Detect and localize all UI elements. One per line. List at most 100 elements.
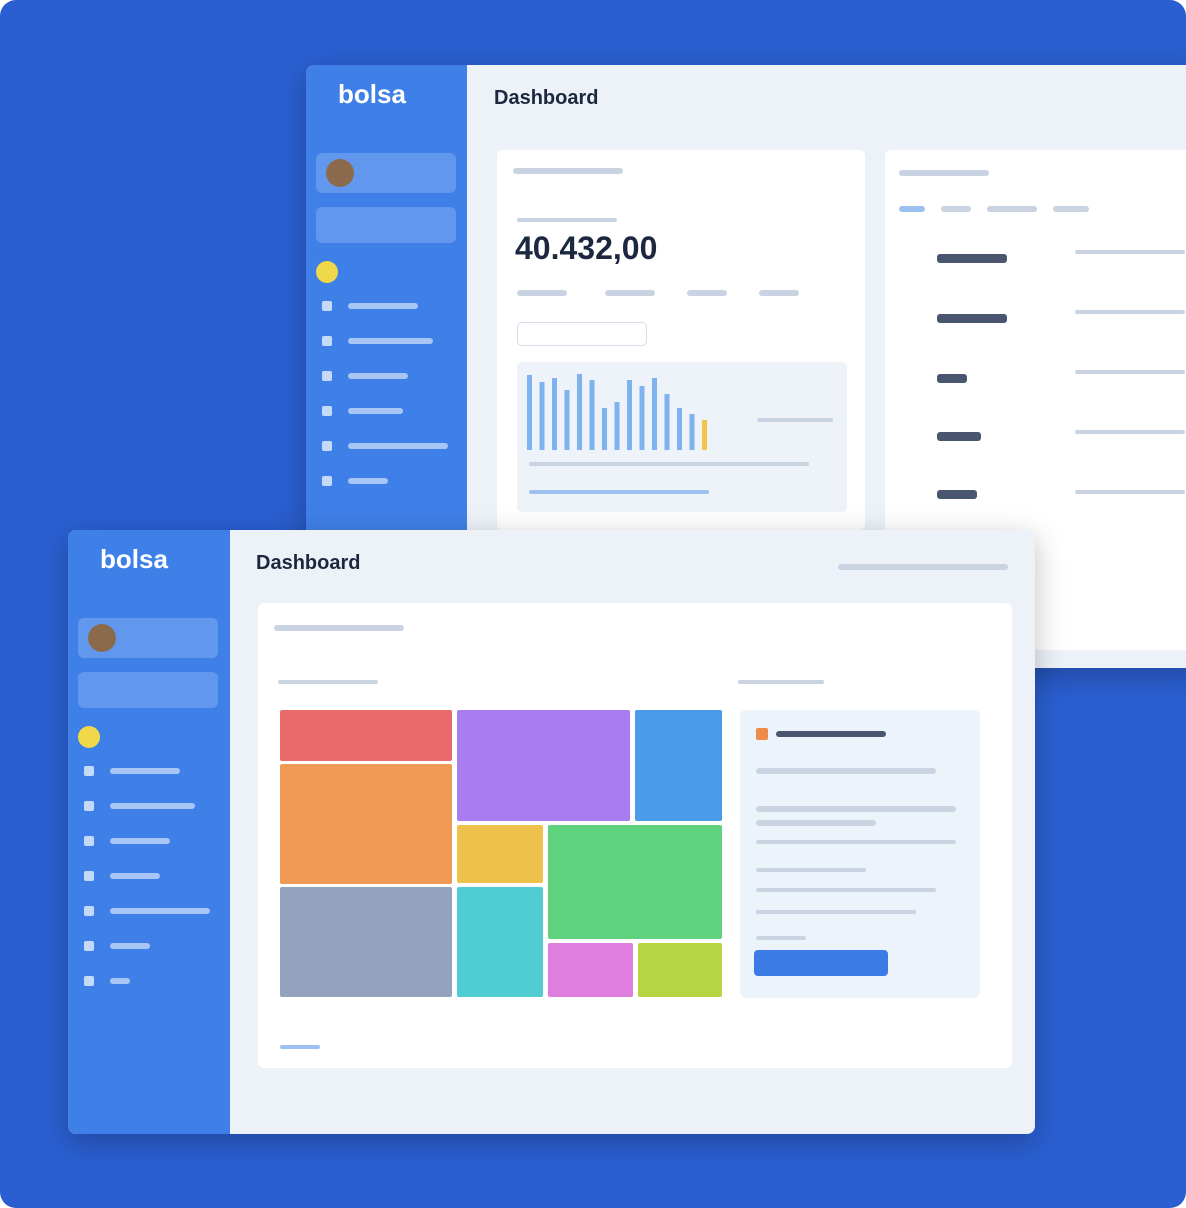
treemap-cell[interactable] [457, 887, 543, 997]
menu-icon [322, 476, 332, 486]
menu-item[interactable] [110, 803, 195, 809]
treemap-cell[interactable] [548, 825, 722, 939]
stats [756, 768, 936, 774]
card: 40.432,00 [497, 150, 865, 530]
bar [689, 414, 695, 450]
color-swatch [756, 728, 768, 740]
text [756, 820, 876, 826]
logo: bolsa [338, 79, 406, 109]
text [1075, 250, 1185, 254]
menu-icon [322, 406, 332, 416]
tab[interactable] [899, 206, 925, 212]
treemap-cell[interactable] [548, 943, 633, 997]
text [1075, 490, 1185, 494]
avatar [88, 624, 116, 652]
menu-item[interactable] [110, 908, 210, 914]
bar-chart [527, 374, 707, 450]
bar [639, 386, 645, 450]
stat [605, 290, 655, 296]
tab[interactable] [987, 206, 1037, 212]
bar [589, 380, 595, 450]
metric [937, 490, 977, 499]
label [278, 680, 378, 684]
treemap-cell[interactable] [457, 825, 543, 883]
button[interactable] [517, 322, 647, 346]
text [1075, 310, 1185, 314]
treemap-cell[interactable] [280, 764, 452, 884]
menu-icon [322, 336, 332, 346]
menu-item[interactable] [348, 478, 388, 484]
metric [937, 374, 967, 383]
menu-item[interactable] [110, 838, 170, 844]
main-value: 40.432,00 [515, 230, 658, 266]
active-icon [78, 726, 100, 748]
menu-icon [84, 871, 94, 881]
bar [652, 378, 657, 450]
label [738, 680, 824, 684]
tab[interactable] [941, 206, 971, 212]
sidebar: bolsa [68, 530, 230, 1134]
label [757, 418, 833, 422]
card [258, 603, 1012, 1068]
text [756, 806, 956, 812]
menu-icon [322, 371, 332, 381]
text [1075, 430, 1185, 434]
menu-icon [84, 906, 94, 916]
detail-panel [740, 710, 980, 998]
label [517, 218, 617, 222]
treemap-cell[interactable] [457, 710, 630, 821]
menu-icon [322, 441, 332, 451]
bar [552, 378, 557, 450]
tab[interactable] [1053, 206, 1089, 212]
menu-icon [84, 976, 94, 986]
menu-item[interactable] [348, 443, 448, 449]
bar [702, 420, 707, 450]
menu-icon [84, 836, 94, 846]
metric [937, 254, 1007, 263]
bar [539, 382, 545, 450]
treemap-cell[interactable] [280, 710, 452, 761]
menu-item[interactable] [348, 373, 408, 379]
page-title: Dashboard [256, 552, 361, 574]
bar [602, 408, 607, 450]
stat [687, 290, 727, 296]
card-title [274, 625, 404, 631]
menu-item[interactable] [110, 978, 130, 984]
menu-item[interactable] [110, 873, 160, 879]
menu-item[interactable] [110, 768, 180, 774]
page-title: Dashboard [494, 87, 599, 109]
date [838, 564, 1008, 570]
link[interactable] [280, 1045, 320, 1049]
bar [577, 374, 582, 450]
treemap-cell[interactable] [635, 710, 722, 821]
account-box [316, 207, 456, 243]
bar [627, 380, 632, 450]
card-title [899, 170, 989, 176]
bar [614, 402, 620, 450]
menu-item[interactable] [110, 943, 150, 949]
text [1075, 370, 1185, 374]
button[interactable] [754, 950, 888, 976]
treemap-cell[interactable] [280, 887, 452, 997]
bar [527, 375, 532, 450]
bar [564, 390, 570, 450]
menu-item[interactable] [348, 338, 433, 344]
stat [759, 290, 799, 296]
menu-item[interactable] [348, 408, 403, 414]
detail-title [776, 731, 886, 737]
label [756, 868, 866, 872]
card-title [513, 168, 623, 174]
link[interactable] [529, 490, 709, 494]
bar [677, 408, 682, 450]
tags [756, 910, 916, 914]
tags [756, 888, 936, 892]
menu-icon [84, 801, 94, 811]
text [756, 840, 956, 844]
bar [664, 394, 670, 450]
menu-item[interactable] [348, 303, 418, 309]
logo: bolsa [100, 544, 168, 574]
treemap-cell[interactable] [638, 943, 722, 997]
stat [517, 290, 567, 296]
